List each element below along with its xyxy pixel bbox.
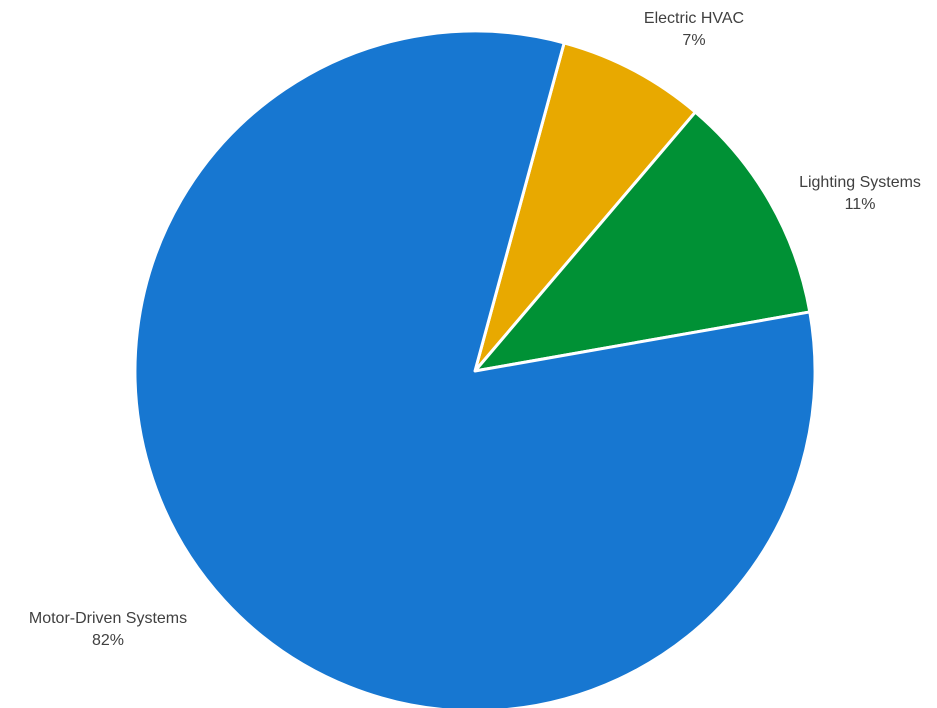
slice-label-motor-driven-systems: Motor-Driven Systems 82% xyxy=(29,608,187,652)
slice-percent-label: 7% xyxy=(682,32,706,49)
slice-category-label: Motor-Driven Systems xyxy=(28,610,188,627)
slice-label-lighting-systems: Lighting Systems 11% xyxy=(799,172,921,216)
slice-category-label: Electric HVAC xyxy=(643,10,745,27)
pie-slice-lighting-systems xyxy=(473,110,812,373)
slice-label-electric-hvac: Electric HVAC 7% xyxy=(644,8,744,52)
slice-category-label: Lighting Systems xyxy=(799,174,921,191)
pie-slice-motor-driven-systems xyxy=(133,29,817,708)
slice-percent-label: 82% xyxy=(91,632,125,649)
pie-slice-electric-hvac xyxy=(473,41,697,373)
slice-percent-label: 11% xyxy=(844,196,876,213)
